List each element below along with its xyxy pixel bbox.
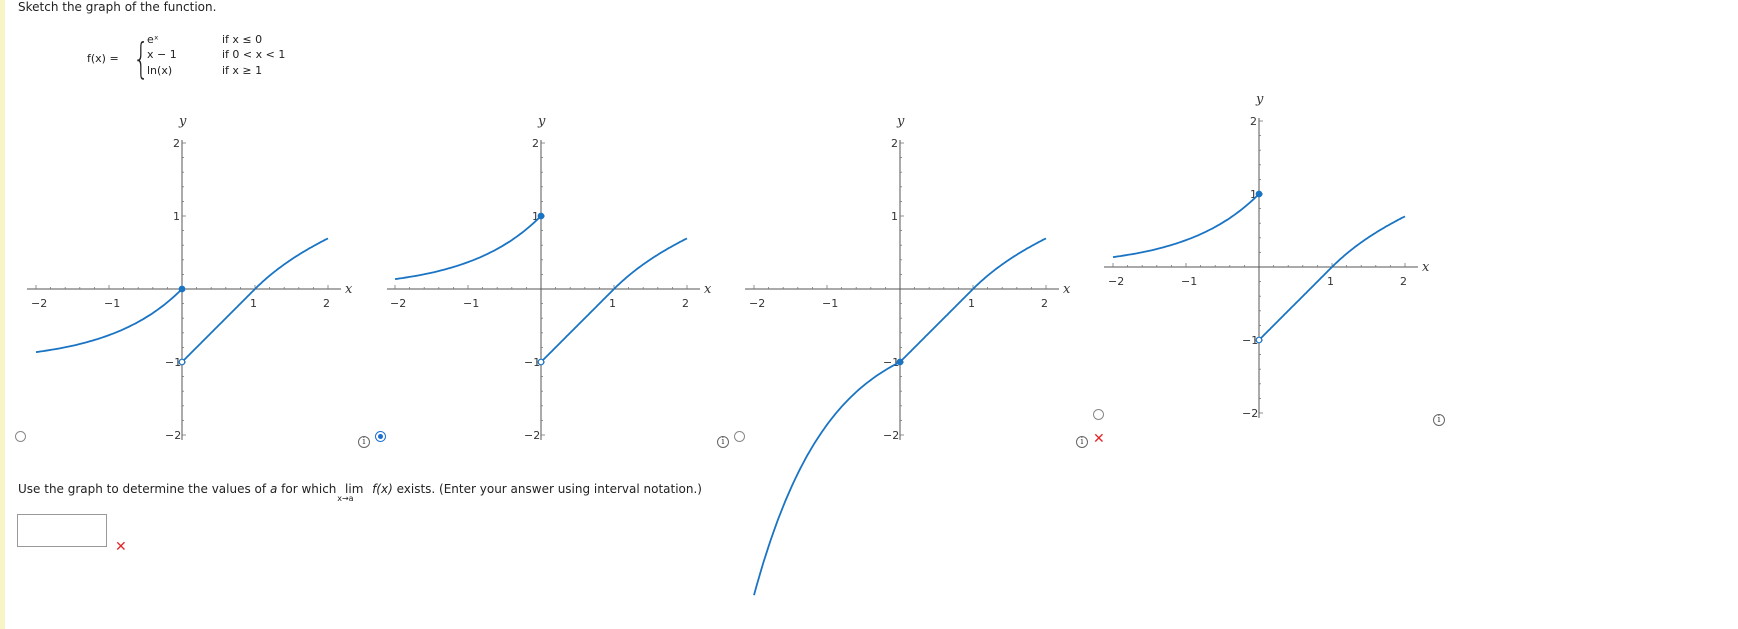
x-axis-label: x	[1063, 282, 1071, 297]
function-name: f(x) =	[87, 52, 119, 65]
x-tick-label: −2	[31, 297, 47, 310]
curve-linear	[540, 288, 615, 363]
x-tick-label: 2	[323, 297, 330, 310]
y-tick-label: −2	[165, 429, 181, 442]
curve-log	[613, 237, 688, 290]
y-tick-label: 1	[173, 210, 180, 223]
y-tick-label: 2	[173, 137, 180, 150]
endpoint-dot	[537, 212, 545, 220]
y-tick-label: −1	[524, 356, 540, 369]
curve-exp	[1112, 193, 1260, 258]
info-icon[interactable]: i	[358, 436, 370, 448]
x-tick-label: −2	[749, 297, 765, 310]
x-tick-label: 1	[609, 297, 616, 310]
y-tick-label: 1	[891, 210, 898, 223]
x-tick-label: −2	[1108, 275, 1124, 288]
piece-cond: if 0 < x < 1	[222, 48, 286, 61]
y-tick-label: −1	[1242, 334, 1258, 347]
limit-expression: lim x→a	[337, 482, 368, 503]
curve-log	[972, 237, 1047, 290]
curve-exp	[394, 215, 542, 280]
text: exists. (Enter your answer using interva…	[396, 482, 702, 496]
x-tick-label: −1	[1181, 275, 1197, 288]
y-axis-label: y	[896, 114, 905, 129]
graph-panel-4: −2 −1 1 2 2 1 −1 −2 x y	[1104, 92, 1430, 420]
x-tick-label: −1	[104, 297, 120, 310]
y-tick-label: 1	[1250, 188, 1257, 201]
lim-sub: x→a	[337, 494, 354, 503]
piece-cond: if x ≤ 0	[222, 33, 263, 46]
y-tick-label: 2	[1250, 115, 1257, 128]
piece-row-1: eˣ if x ≤ 0	[147, 33, 262, 46]
y-tick-label: −2	[883, 429, 899, 442]
y-tick-label: −1	[883, 356, 899, 369]
curve-exp	[35, 288, 183, 353]
brace-symbol: {	[133, 34, 150, 83]
answer-incorrect-icon: ✕	[115, 539, 127, 555]
text: for which	[281, 482, 337, 496]
piece-expr: x − 1	[147, 48, 177, 61]
piece-row-2: x − 1 if 0 < x < 1	[147, 48, 285, 61]
endpoint-dot	[178, 358, 186, 366]
x-axis-label: x	[704, 282, 712, 297]
curve-linear	[181, 288, 256, 363]
x-tick-label: 2	[1400, 275, 1407, 288]
curve-exp	[753, 361, 901, 596]
y-axis-label: y	[537, 114, 546, 129]
x-axis-label: x	[345, 282, 353, 297]
x-tick-label: −1	[463, 297, 479, 310]
x-tick-label: 1	[1327, 275, 1334, 288]
curve-linear	[1258, 266, 1333, 341]
option-radio-1[interactable]	[15, 431, 26, 442]
graph-panel-3: −2 −1 1 2 2 1 −1 −2 x y	[745, 114, 1071, 596]
option-radio-3[interactable]	[734, 431, 745, 442]
x-tick-label: −1	[822, 297, 838, 310]
curve-log	[1331, 215, 1406, 268]
x-tick-label: 2	[1041, 297, 1048, 310]
curve-linear	[899, 288, 974, 363]
limit-question: Use the graph to determine the values of…	[18, 482, 702, 503]
piecewise-function: f(x) = { eˣ if x ≤ 0 x − 1 if 0 < x < 1 …	[87, 33, 285, 92]
endpoint-dot	[1255, 336, 1263, 344]
y-tick-label: −1	[165, 356, 181, 369]
option-radio-2[interactable]	[375, 431, 386, 442]
x-tick-label: −2	[390, 297, 406, 310]
y-tick-label: 2	[891, 137, 898, 150]
x-tick-label: 1	[968, 297, 975, 310]
option-radio-4[interactable]	[1093, 409, 1104, 420]
answer-input[interactable]	[17, 514, 107, 547]
x-tick-label: 1	[250, 297, 257, 310]
limit-function: f(x)	[372, 482, 393, 496]
graph-panel-1: −2 −1 1 2 2 1 −1 −2 x y	[27, 114, 353, 442]
piece-expr: ln(x)	[147, 64, 173, 77]
x-tick-label: 2	[682, 297, 689, 310]
variable-a: a	[269, 482, 278, 496]
y-axis-label: y	[178, 114, 187, 129]
question-prompt: Sketch the graph of the function.	[18, 0, 217, 14]
info-icon[interactable]: i	[1076, 436, 1088, 448]
curve-log	[254, 237, 329, 290]
x-axis-label: x	[1422, 260, 1430, 275]
y-tick-label: 2	[532, 137, 539, 150]
piece-row-3: ln(x) if x ≥ 1	[147, 64, 262, 77]
piece-cond: if x ≥ 1	[222, 64, 263, 77]
endpoint-dot	[1255, 190, 1263, 198]
endpoint-dot	[896, 358, 904, 366]
incorrect-x-icon: ✕	[1093, 431, 1105, 447]
endpoint-dot	[178, 285, 186, 293]
graphs-layer: −2 −1 1 221−1−2xy−2 −1 1 221−1−2xy−2 −1 1 221−1−2…	[27, 92, 1430, 596]
y-tick-label: −2	[524, 429, 540, 442]
graph-panel-2: −2 −1 1 2 2 1 −1 −2 x y	[387, 114, 712, 442]
y-tick-label: −2	[1242, 407, 1258, 420]
endpoint-dot	[537, 358, 545, 366]
lim-word: lim	[345, 482, 364, 496]
text: Use the graph to determine the values of	[18, 482, 267, 496]
info-icon[interactable]: i	[717, 436, 729, 448]
piece-expr: eˣ	[147, 33, 159, 46]
left-margin-bar	[0, 0, 5, 629]
y-tick-label: 1	[532, 210, 539, 223]
info-icon[interactable]: i	[1433, 414, 1445, 426]
y-axis-label: y	[1255, 92, 1264, 107]
